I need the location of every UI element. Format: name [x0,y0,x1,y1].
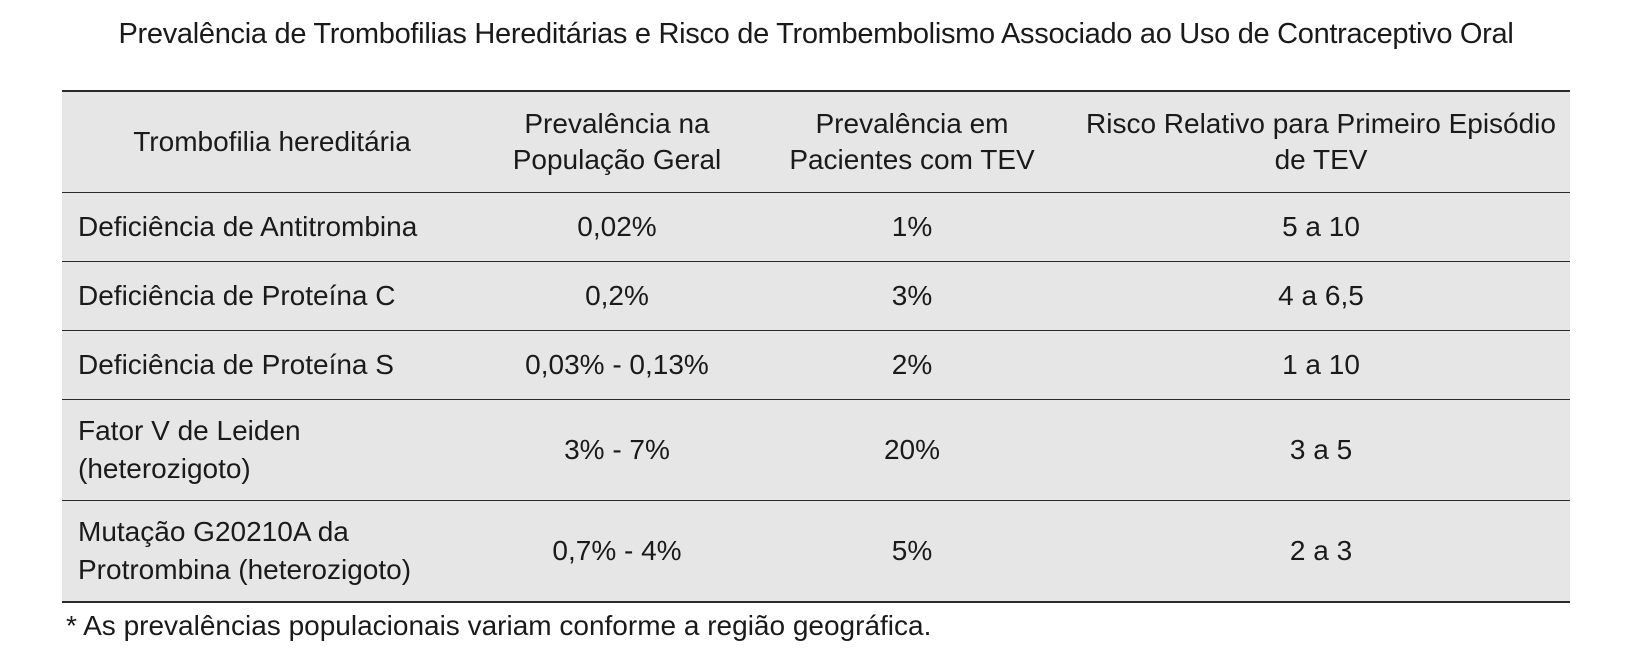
cell-vte-prevalence: 5% [752,500,1072,601]
cell-relative-risk: 2 a 3 [1072,500,1570,601]
cell-thrombophilia: Mutação G20210A da Protrombina (heterozi… [62,500,482,601]
cell-vte-prevalence: 20% [752,399,1072,501]
cell-vte-prevalence: 3% [752,261,1072,331]
cell-thrombophilia: Deficiência de Proteína C [62,261,482,331]
cell-general-prevalence: 0,03% - 0,13% [482,330,752,400]
footnote: * As prevalências populacionais variam c… [66,610,932,641]
table-row: Deficiência de Proteína C 0,2% 3% 4 a 6,… [62,261,1570,331]
column-header-general-prevalence: Prevalência na População Geral [512,108,722,175]
table-row: Fator V de Leiden (heterozigoto) 3% - 7%… [62,399,1570,501]
column-header-vte-prevalence: Prevalência em Pacientes com TEV [789,108,1035,175]
column-header-thrombophilia: Trombofilia hereditária [133,126,411,157]
cell-vte-prevalence: 2% [752,330,1072,400]
cell-vte-prevalence: 1% [752,192,1072,262]
cell-relative-risk: 1 a 10 [1072,330,1570,400]
page-title: Prevalência de Trombofilias Hereditárias… [118,18,1514,50]
table-header-row: Trombofilia hereditária Prevalência na P… [62,92,1570,193]
cell-general-prevalence: 0,7% - 4% [482,500,752,601]
cell-general-prevalence: 0,02% [482,192,752,262]
cell-general-prevalence: 3% - 7% [482,399,752,501]
cell-thrombophilia: Fator V de Leiden (heterozigoto) [62,399,482,501]
table-row: Deficiência de Proteína S 0,03% - 0,13% … [62,330,1570,400]
cell-relative-risk: 5 a 10 [1072,192,1570,262]
cell-thrombophilia: Deficiência de Proteína S [62,330,482,400]
cell-thrombophilia: Deficiência de Antitrombina [62,192,482,262]
cell-relative-risk: 4 a 6,5 [1072,261,1570,331]
table-row: Deficiência de Antitrombina 0,02% 1% 5 a… [62,192,1570,262]
column-header-relative-risk: Risco Relativo para Primeiro Episódio de… [1086,108,1556,175]
thrombophilia-table: Trombofilia hereditária Prevalência na P… [62,90,1570,603]
cell-relative-risk: 3 a 5 [1072,399,1570,501]
cell-general-prevalence: 0,2% [482,261,752,331]
table-row: Mutação G20210A da Protrombina (heterozi… [62,500,1570,601]
